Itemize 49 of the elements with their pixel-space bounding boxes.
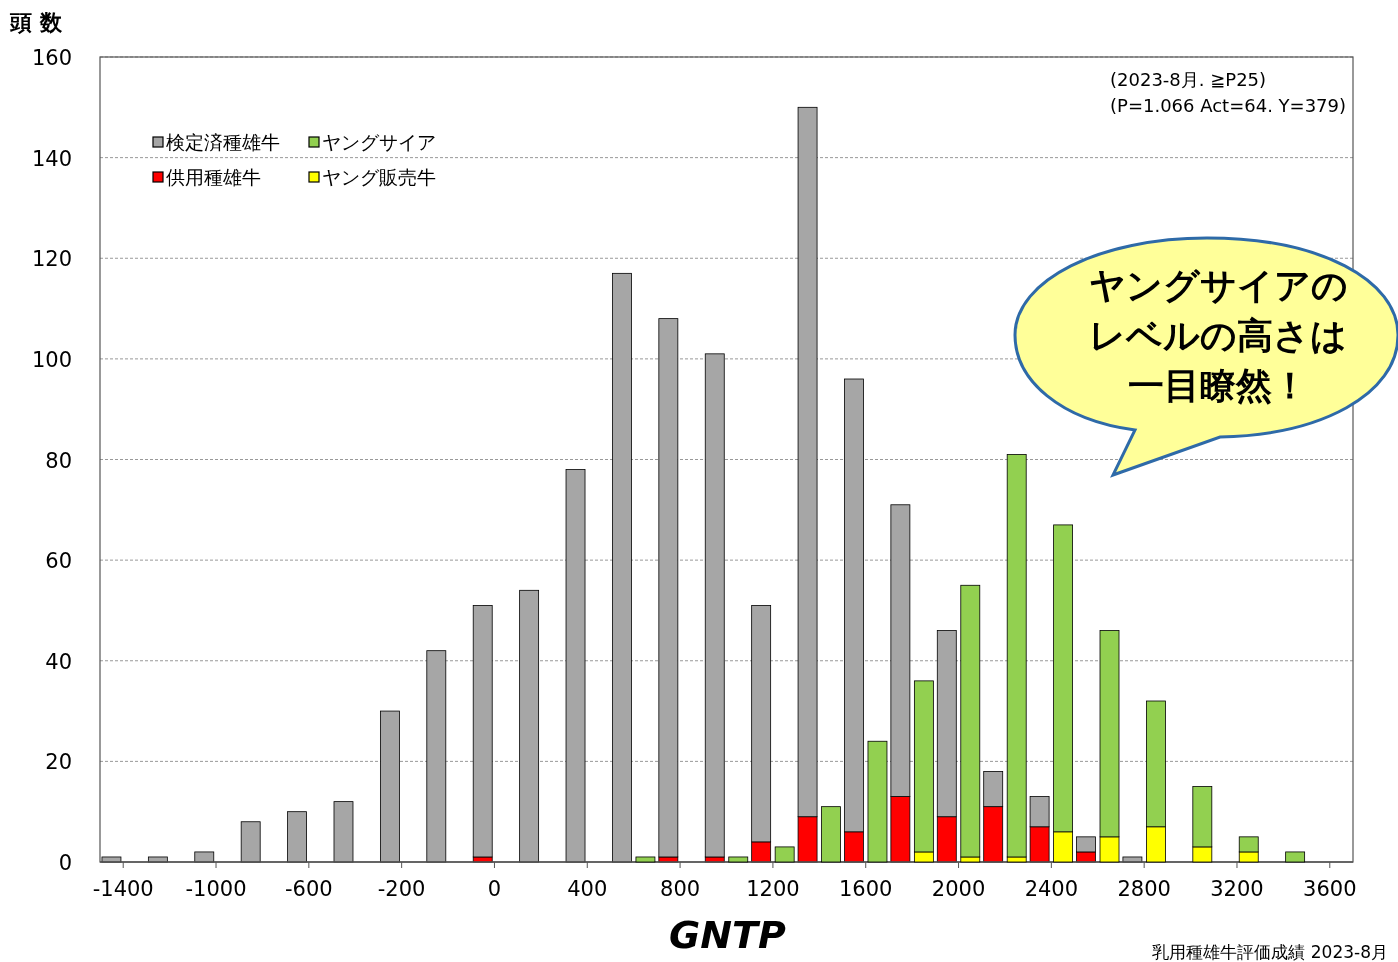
x-tick-label: 2000 [931,877,986,901]
x-tick-label: 800 [660,877,701,901]
x-tick-label: 2400 [1024,877,1079,901]
y-tick-label: 40 [45,649,72,674]
bar [472,605,493,858]
x-tick-label: 3600 [1303,877,1357,901]
legend-label: 検定済種雄牛 [166,131,280,153]
bar [101,856,122,863]
bar [1122,856,1143,863]
bar [194,851,215,863]
legend-label: 供用種雄牛 [166,166,261,188]
y-tick-label: 80 [45,448,72,473]
y-tick-label: 20 [45,750,72,775]
x-tick-label: 2800 [1117,877,1171,901]
x-tick-label: 3200 [1210,877,1264,901]
bar [519,589,540,863]
y-tick-label: 100 [31,347,72,372]
y-tick-label: 0 [58,851,72,875]
y-tick-label: 120 [31,247,72,272]
annotation: (2023-8月. ≧P25) [1110,69,1267,90]
x-tick-label: -1400 [92,877,154,901]
legend-label: ヤング販売牛 [322,166,436,188]
bar [704,353,725,858]
x-tick-label: 1200 [746,877,800,901]
x-tick-label: -600 [285,877,333,901]
x-tick-label: 1600 [839,877,893,901]
bar [821,806,841,863]
bar [565,469,586,863]
bar [658,318,679,858]
y-tick-label: 60 [45,549,72,574]
annotation: (P=1.066 Act=64. Y=379) [1110,95,1347,116]
bar [612,272,632,863]
bar [333,801,354,863]
legend-label: ヤングサイア [322,131,436,153]
bar [380,710,400,863]
text: 乳用種雄牛評価成績 2023-8月 [1152,942,1388,962]
bar [1285,851,1306,863]
y-tick-label: 160 [31,46,72,70]
x-tick-label: 400 [567,877,608,901]
bar [240,821,261,863]
x-tick-label: -1000 [185,877,247,901]
bar [287,811,307,863]
bar [426,650,447,863]
y-axis-title: 頭 数 [9,10,63,35]
x-axis-title: GNTP [669,913,787,957]
x-tick-label: 0 [487,877,502,901]
annotation: ヤングサイアのレベルの高さは一目瞭然！ [1088,265,1348,406]
x-tick-label: -200 [377,877,426,901]
y-tick-label: 140 [31,146,72,171]
